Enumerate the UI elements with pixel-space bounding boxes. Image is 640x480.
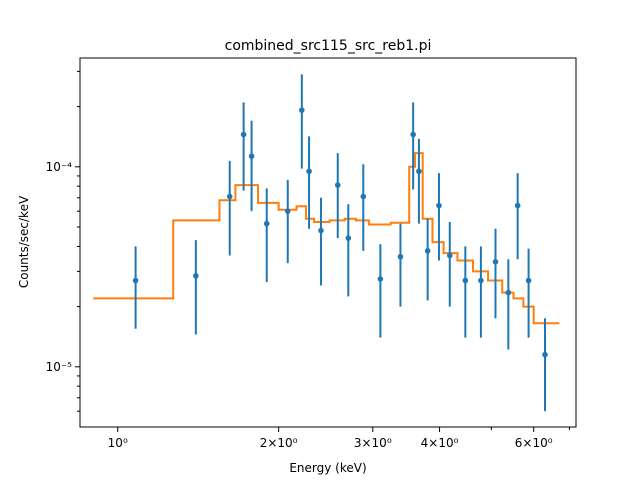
data-point	[514, 202, 521, 209]
x-tick-label: 4×10⁰	[421, 436, 459, 450]
data-point	[424, 248, 431, 254]
data-point	[306, 168, 312, 175]
x-axis-label: Energy (keV)	[289, 461, 366, 475]
data-point	[462, 277, 469, 284]
y-tick-label: 10⁻⁴	[46, 160, 73, 174]
data-point	[377, 276, 384, 282]
data-point	[505, 289, 512, 296]
data-point	[284, 208, 291, 214]
data-point	[132, 277, 139, 284]
data-point	[436, 202, 442, 209]
x-tick-label: 10⁰	[108, 436, 128, 450]
data-point	[542, 351, 548, 358]
data-point	[525, 277, 532, 284]
data-point	[248, 153, 255, 159]
data-point	[345, 235, 352, 241]
data-point	[263, 220, 270, 227]
data-point	[416, 168, 422, 175]
chart-title: combined_src115_src_reb1.pi	[225, 38, 432, 54]
data-point	[492, 258, 499, 265]
plot-area	[93, 74, 560, 412]
data-point	[446, 252, 453, 259]
data-point	[240, 131, 247, 138]
data-point	[478, 277, 484, 284]
data-point	[334, 182, 341, 188]
axes: 10⁰ 2×10⁰ 3×10⁰ 4×10⁰ 6×10⁰ 10⁻⁵ 10⁻⁴	[46, 57, 577, 450]
x-tick-label: 3×10⁰	[354, 436, 392, 450]
x-tick-label: 6×10⁰	[515, 436, 553, 450]
data-point	[397, 253, 404, 260]
data-point	[318, 227, 324, 234]
axes-frame	[79, 57, 577, 428]
data-point	[360, 193, 367, 200]
data-point	[410, 131, 416, 138]
data-point	[299, 107, 305, 113]
data-point	[226, 193, 233, 200]
data-point	[193, 273, 199, 279]
y-axis-label: Counts/sec/keV	[17, 195, 31, 288]
y-tick-label: 10⁻⁵	[46, 360, 73, 374]
x-tick-label: 2×10⁰	[260, 436, 298, 450]
